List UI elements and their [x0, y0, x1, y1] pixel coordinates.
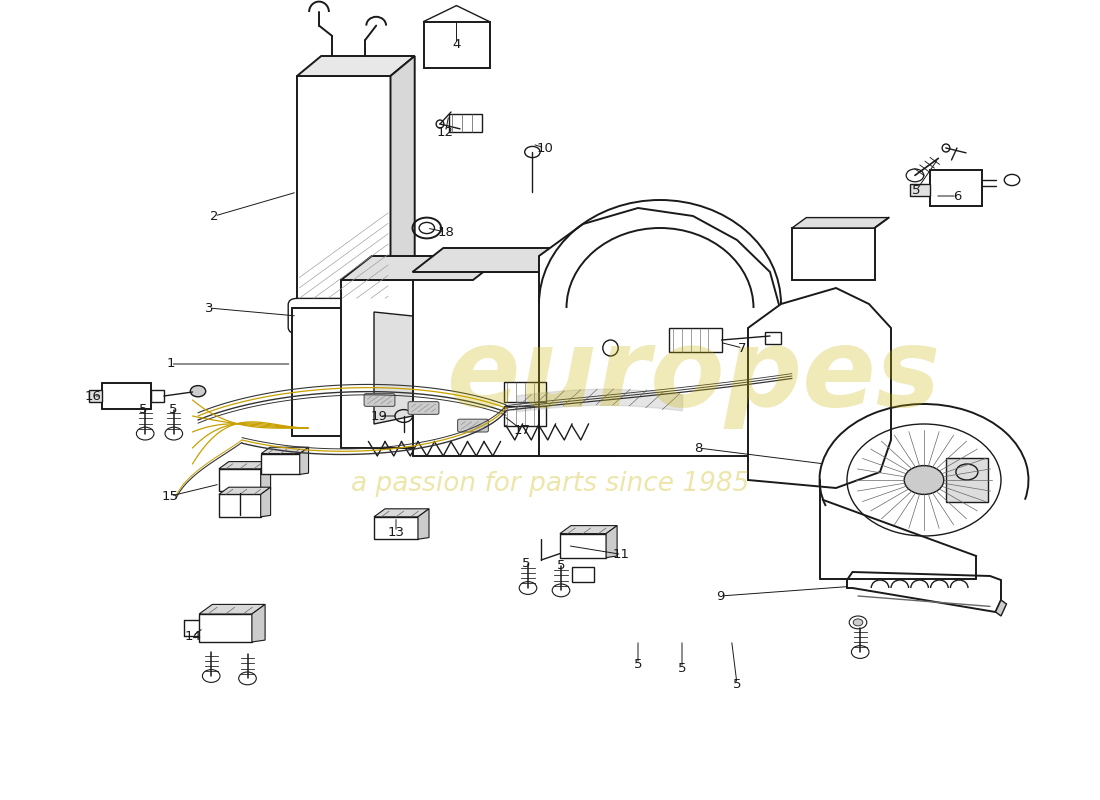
Polygon shape [847, 572, 1001, 612]
FancyBboxPatch shape [364, 394, 395, 406]
Polygon shape [219, 487, 271, 494]
Bar [504, 382, 546, 402]
Bar [424, 22, 490, 68]
Polygon shape [219, 462, 271, 469]
Polygon shape [341, 280, 473, 448]
Polygon shape [930, 170, 982, 206]
Polygon shape [412, 248, 647, 272]
Bar [946, 458, 988, 502]
Polygon shape [297, 56, 415, 76]
Text: 15: 15 [162, 490, 179, 502]
Polygon shape [292, 308, 396, 436]
Polygon shape [297, 76, 390, 300]
Text: 6: 6 [953, 190, 961, 202]
Text: 5: 5 [733, 678, 741, 690]
Polygon shape [219, 494, 261, 517]
Text: 4: 4 [452, 38, 461, 50]
Text: 7: 7 [738, 342, 747, 354]
Text: 13: 13 [387, 526, 405, 538]
Bar [151, 390, 164, 402]
Text: 3: 3 [205, 302, 213, 314]
Bar [572, 567, 594, 582]
Bar [669, 328, 722, 352]
Text: 16: 16 [85, 390, 102, 402]
Bar [764, 332, 781, 344]
Polygon shape [560, 526, 617, 534]
Text: 12: 12 [437, 126, 454, 138]
Text: 14: 14 [184, 630, 201, 642]
Text: 17: 17 [514, 424, 531, 437]
Ellipse shape [904, 466, 944, 494]
Polygon shape [261, 462, 271, 491]
Text: 18: 18 [437, 226, 454, 238]
Text: 10: 10 [536, 142, 553, 154]
Text: 8: 8 [694, 442, 703, 454]
Polygon shape [374, 312, 451, 424]
Polygon shape [374, 509, 429, 517]
Polygon shape [341, 256, 504, 280]
Text: 5: 5 [168, 403, 177, 416]
Text: 5: 5 [557, 559, 565, 572]
Polygon shape [560, 534, 606, 558]
Text: 2: 2 [210, 210, 219, 222]
FancyBboxPatch shape [408, 402, 439, 414]
Polygon shape [219, 469, 261, 491]
FancyBboxPatch shape [288, 298, 421, 334]
Text: 5: 5 [634, 658, 642, 670]
Polygon shape [261, 487, 271, 517]
Polygon shape [792, 218, 889, 228]
Ellipse shape [854, 619, 862, 626]
Polygon shape [539, 208, 781, 456]
Bar [449, 114, 482, 132]
Polygon shape [299, 447, 308, 474]
Polygon shape [748, 288, 891, 488]
Text: 9: 9 [716, 590, 725, 602]
FancyBboxPatch shape [458, 419, 488, 432]
Text: 5: 5 [912, 184, 921, 197]
Polygon shape [374, 517, 418, 539]
Bar [102, 383, 151, 409]
Polygon shape [390, 56, 415, 300]
Polygon shape [418, 509, 429, 539]
Polygon shape [412, 272, 616, 456]
Text: europes: europes [446, 323, 940, 429]
Bar [89, 390, 102, 402]
Polygon shape [262, 447, 308, 454]
Bar [792, 228, 875, 280]
Ellipse shape [190, 386, 206, 397]
Polygon shape [262, 454, 299, 474]
Text: 5: 5 [139, 403, 147, 416]
Text: 19: 19 [371, 410, 388, 422]
Text: 1: 1 [166, 358, 175, 370]
Polygon shape [199, 614, 252, 642]
Polygon shape [199, 605, 265, 614]
Text: 5: 5 [521, 557, 530, 570]
Bar [504, 406, 546, 426]
Polygon shape [996, 600, 1006, 616]
Text: 5: 5 [678, 662, 686, 674]
Text: a passion for parts since 1985: a passion for parts since 1985 [351, 471, 749, 497]
Polygon shape [606, 526, 617, 558]
Polygon shape [252, 605, 265, 642]
Text: 11: 11 [613, 548, 630, 561]
Polygon shape [910, 184, 930, 196]
